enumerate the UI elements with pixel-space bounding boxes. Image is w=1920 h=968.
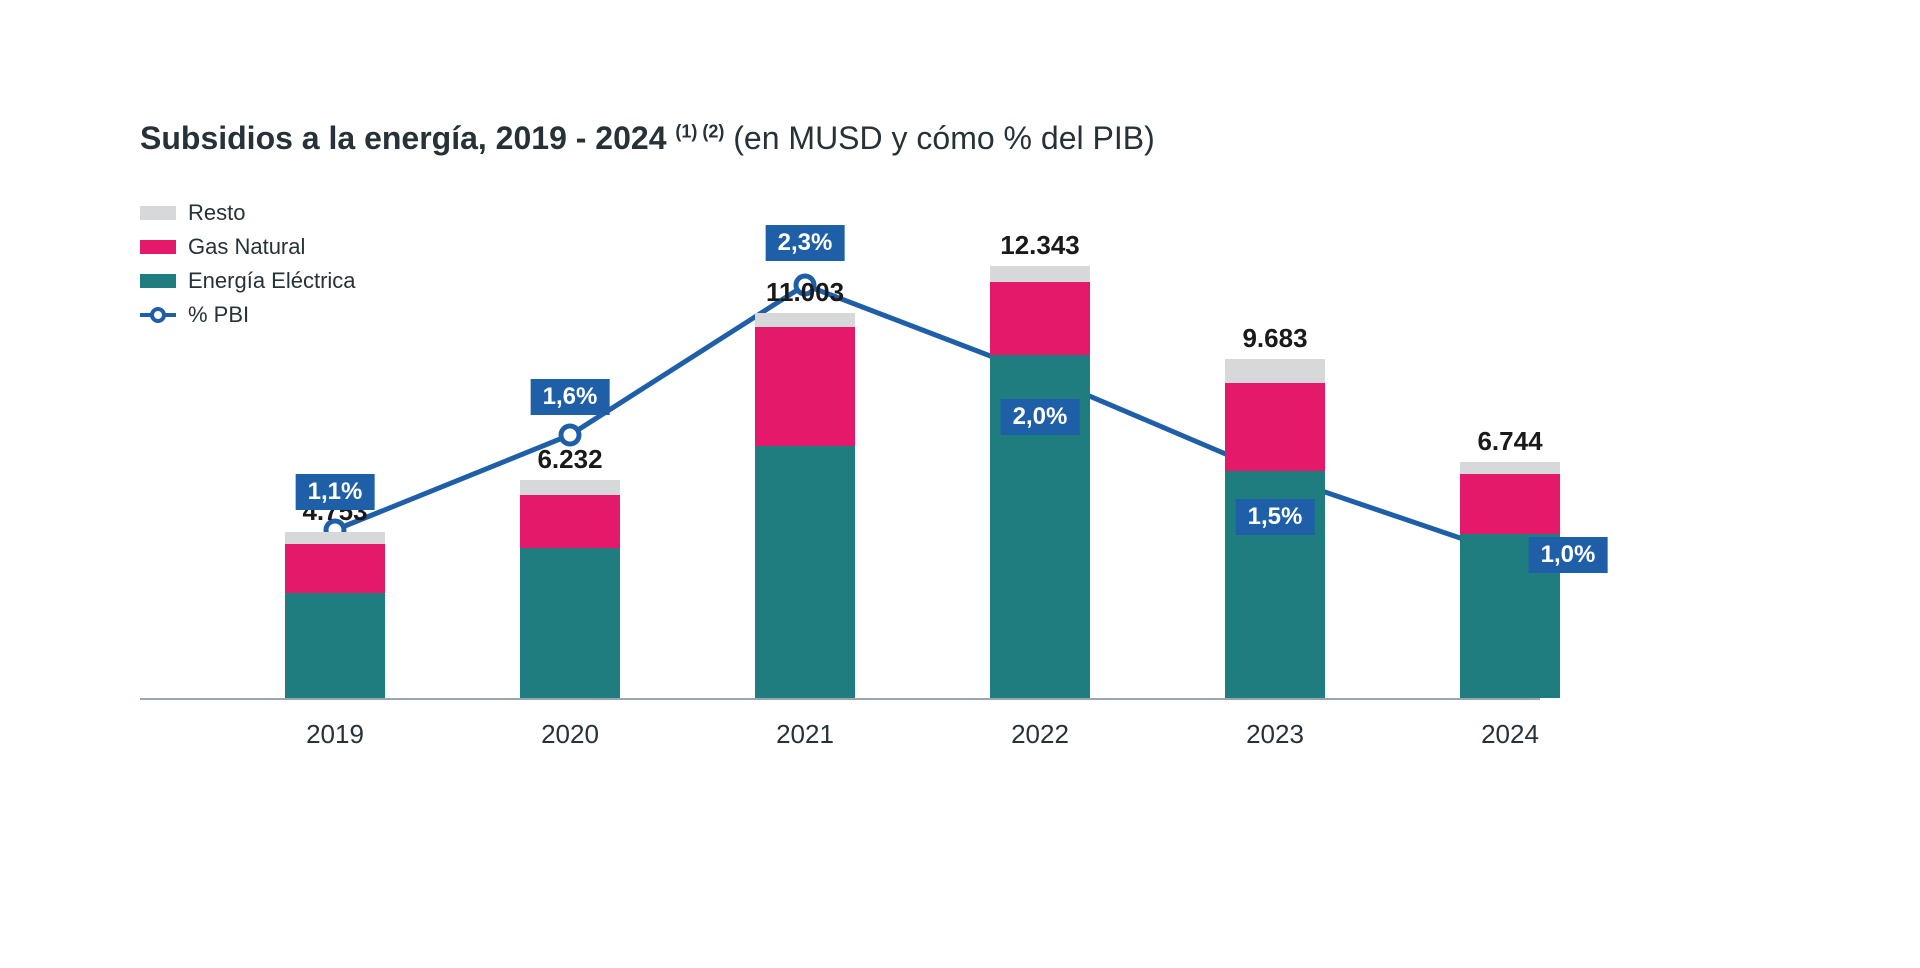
bar-stack — [1460, 462, 1560, 698]
pbi-marker — [561, 426, 579, 444]
bar-segment-resto — [990, 266, 1090, 282]
bar-total-label: 11.003 — [766, 277, 844, 308]
pbi-pct-label: 1,1% — [296, 474, 375, 510]
bar-segment-elec — [285, 593, 385, 698]
bar-segment-gas — [285, 544, 385, 593]
pbi-pct-label: 2,0% — [1001, 399, 1080, 435]
bar-segment-gas — [1225, 383, 1325, 471]
title-subtitle: (en MUSD y cómo % del PIB) — [733, 120, 1154, 156]
bar-segment-resto — [755, 313, 855, 327]
bar-segment-resto — [285, 532, 385, 544]
pbi-pct-label: 1,6% — [531, 379, 610, 415]
bar-stack — [520, 480, 620, 698]
bar-total-label: 6.232 — [537, 444, 602, 475]
x-axis-label: 2022 — [1011, 719, 1069, 750]
x-axis-label: 2024 — [1481, 719, 1539, 750]
bar-segment-elec — [520, 548, 620, 699]
title-footnote-marks: (1) (2) — [675, 121, 724, 141]
chart-title: Subsidios a la energía, 2019 - 2024 (1) … — [140, 120, 1540, 157]
pbi-pct-label: 2,3% — [766, 225, 845, 261]
bar-segment-gas — [755, 327, 855, 446]
bar-stack — [990, 266, 1090, 698]
x-axis-label: 2020 — [541, 719, 599, 750]
bar-stack — [755, 313, 855, 698]
bar-total-label: 12.343 — [1000, 230, 1080, 261]
bar-segment-gas — [520, 495, 620, 548]
pbi-pct-label: 1,0% — [1529, 537, 1608, 573]
bar-stack — [285, 532, 385, 698]
x-axis-line — [140, 698, 1540, 700]
x-axis-label: 2019 — [306, 719, 364, 750]
title-bold: Subsidios a la energía, 2019 - 2024 — [140, 120, 666, 156]
x-axis-label: 2021 — [776, 719, 834, 750]
bar-segment-elec — [755, 446, 855, 698]
pbi-pct-label: 1,5% — [1236, 499, 1315, 535]
bar-segment-gas — [990, 282, 1090, 356]
x-axis-label: 2023 — [1246, 719, 1304, 750]
bar-segment-resto — [1460, 462, 1560, 474]
bar-segment-resto — [1225, 359, 1325, 383]
bar-segment-gas — [1460, 474, 1560, 534]
bar-total-label: 9.683 — [1242, 323, 1307, 354]
pbi-line — [335, 285, 1510, 555]
bar-segment-resto — [520, 480, 620, 495]
plot-area: 20194.75320206.232202111.003202212.34320… — [140, 200, 1540, 760]
energy-subsidies-chart: Subsidios a la energía, 2019 - 2024 (1) … — [140, 120, 1540, 197]
bar-total-label: 6.744 — [1477, 426, 1542, 457]
